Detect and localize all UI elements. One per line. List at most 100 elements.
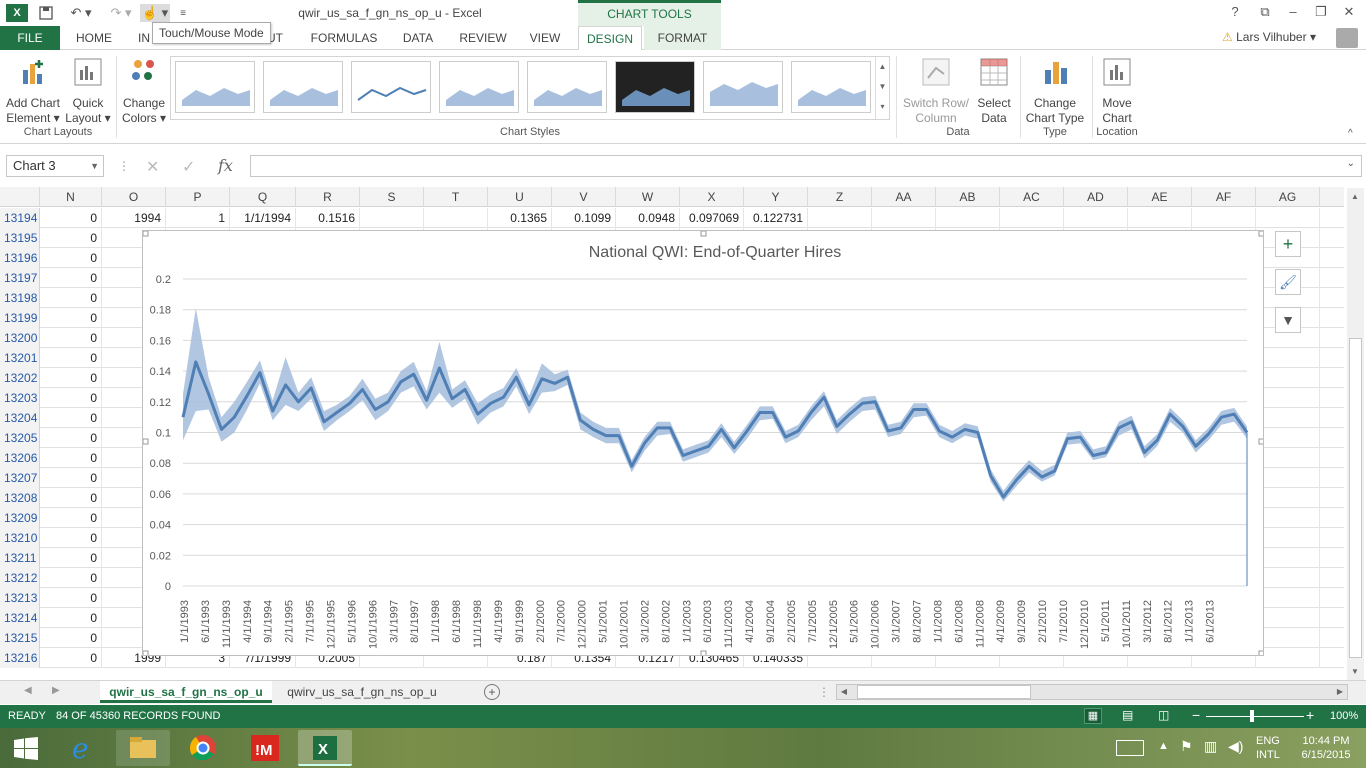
grid-cell[interactable]	[1256, 268, 1320, 288]
tab-view[interactable]: VIEW	[529, 31, 561, 45]
next-sheet-icon[interactable]: ▶	[52, 685, 60, 696]
chart-elements-icon[interactable]: +	[1275, 231, 1301, 257]
grid-cell[interactable]	[1192, 208, 1256, 228]
grid-cell[interactable]	[1064, 208, 1128, 228]
grid-cell[interactable]	[1256, 408, 1320, 428]
row-header[interactable]: 13201	[0, 348, 40, 368]
help-icon[interactable]: ?	[1231, 4, 1239, 19]
grid-cell[interactable]: 0	[40, 208, 102, 228]
column-header[interactable]: Q	[230, 187, 296, 207]
sheet-tab-other[interactable]: qwirv_us_sa_f_gn_ns_op_u	[287, 685, 437, 699]
grid-cell[interactable]	[1256, 588, 1320, 608]
grid-cell[interactable]: 0.0948	[616, 208, 680, 228]
row-header[interactable]: 13209	[0, 508, 40, 528]
chart-style-2[interactable]	[263, 61, 343, 113]
grid-cell[interactable]: 0	[40, 508, 102, 528]
grid-cell[interactable]: 1994	[102, 208, 166, 228]
tab-file[interactable]: FILE	[0, 26, 60, 50]
grid-cell[interactable]	[1256, 428, 1320, 448]
grid-cell[interactable]: 0	[40, 648, 102, 668]
chart-style-5[interactable]	[527, 61, 607, 113]
column-header[interactable]: AE	[1128, 187, 1192, 207]
zoom-slider-track[interactable]	[1206, 716, 1304, 717]
column-header[interactable]: AG	[1256, 187, 1320, 207]
row-header[interactable]: 13200	[0, 328, 40, 348]
grid-cell[interactable]	[1256, 388, 1320, 408]
grid-cell[interactable]: 0	[40, 548, 102, 568]
chart-styles-icon[interactable]: 🖌	[1275, 269, 1301, 295]
save-icon[interactable]	[36, 4, 56, 22]
grid-cell[interactable]	[1256, 568, 1320, 588]
column-header[interactable]: AC	[1000, 187, 1064, 207]
undo-icon[interactable]: ↶ ▾	[70, 5, 92, 20]
grid-cell[interactable]	[936, 208, 1000, 228]
grid-cell[interactable]: 0	[40, 328, 102, 348]
grid-cell[interactable]	[872, 208, 936, 228]
grid-cell[interactable]: 3	[166, 648, 230, 668]
grid-cell[interactable]	[1256, 348, 1320, 368]
grid-cell[interactable]	[360, 208, 424, 228]
select-all-corner[interactable]	[0, 187, 40, 207]
grid-cell[interactable]	[936, 648, 1000, 668]
column-header[interactable]: R	[296, 187, 360, 207]
tab-design[interactable]: DESIGN	[578, 26, 642, 51]
row-header[interactable]: 13208	[0, 488, 40, 508]
grid-cell[interactable]	[1256, 308, 1320, 328]
page-layout-view-icon[interactable]: ▤	[1122, 708, 1134, 722]
clock[interactable]: 10:44 PM 6/15/2015	[1296, 734, 1356, 762]
row-header[interactable]: 13204	[0, 408, 40, 428]
grid-cell[interactable]	[1256, 208, 1320, 228]
row-header[interactable]: 13210	[0, 528, 40, 548]
switch-row-column-button[interactable]: Switch Row/ Column	[900, 56, 972, 126]
grid-cell[interactable]	[360, 648, 424, 668]
grid-cell[interactable]	[1256, 648, 1320, 668]
grid-cell[interactable]: 1	[166, 208, 230, 228]
zoom-slider-thumb[interactable]	[1250, 710, 1254, 722]
customize-qat-icon[interactable]: ≡	[180, 7, 186, 19]
gallery-scroll[interactable]: ▲ ▼ ▾	[875, 57, 889, 119]
column-header[interactable]: V	[552, 187, 616, 207]
restore-icon[interactable]: ❐	[1315, 4, 1327, 19]
grid-cell[interactable]: 0	[40, 488, 102, 508]
row-header[interactable]: 13214	[0, 608, 40, 628]
row-header[interactable]: 13216	[0, 648, 40, 668]
tab-home[interactable]: HOME	[76, 31, 112, 45]
grid-cell[interactable]: 1/1/1994	[230, 208, 296, 228]
column-header[interactable]: U	[488, 187, 552, 207]
row-header[interactable]: 13196	[0, 248, 40, 268]
ribbon-display-options-icon[interactable]: ⧉	[1260, 4, 1270, 19]
grid-cell[interactable]	[1256, 468, 1320, 488]
grid-cell[interactable]: 0	[40, 448, 102, 468]
grid-cell[interactable]: 0	[40, 468, 102, 488]
grid-cell[interactable]: 0	[40, 408, 102, 428]
excel-taskbar-icon[interactable]: X	[298, 730, 352, 766]
grid-cell[interactable]: 0	[40, 588, 102, 608]
grid-cell[interactable]: 0	[40, 368, 102, 388]
column-header[interactable]: AF	[1192, 187, 1256, 207]
chart-filters-icon[interactable]: ▼	[1275, 307, 1301, 333]
user-account[interactable]: ⚠ Lars Vilhuber ▾	[1222, 30, 1316, 44]
grid-cell[interactable]	[1256, 628, 1320, 648]
tab-data[interactable]: DATA	[402, 31, 434, 45]
touch-mouse-mode-icon[interactable]: ☝ ▾	[140, 4, 170, 22]
page-break-view-icon[interactable]: ◫	[1158, 708, 1170, 722]
chart-style-1[interactable]	[175, 61, 255, 113]
tab-insert[interactable]: IN	[138, 31, 150, 45]
tab-formulas[interactable]: FORMULAS	[310, 31, 378, 45]
chart-styles-gallery[interactable]: ▲ ▼ ▾	[170, 56, 890, 120]
row-header[interactable]: 13199	[0, 308, 40, 328]
sheet-tab-active[interactable]: qwir_us_sa_f_gn_ns_op_u	[100, 681, 272, 703]
row-header[interactable]: 13194	[0, 208, 40, 228]
chart-area[interactable]: National QWI: End-of-Quarter Hires 0 0.02 0…	[142, 230, 1265, 657]
formula-input[interactable]: ⌄	[250, 155, 1362, 177]
chrome-icon[interactable]	[176, 730, 230, 766]
formula-bar-handle[interactable]: ⋮	[118, 159, 130, 173]
grid-cell[interactable]	[1256, 328, 1320, 348]
row-header[interactable]: 13203	[0, 388, 40, 408]
column-header[interactable]: O	[102, 187, 166, 207]
row-header[interactable]: 13211	[0, 548, 40, 568]
network-icon[interactable]: ▥	[1204, 738, 1218, 754]
row-header[interactable]: 13202	[0, 368, 40, 388]
column-header[interactable]: AB	[936, 187, 1000, 207]
file-explorer-icon[interactable]	[116, 730, 170, 766]
